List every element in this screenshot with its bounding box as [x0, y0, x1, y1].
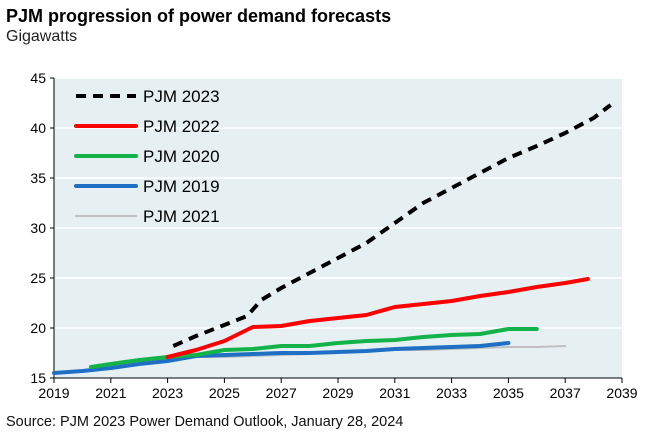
- x-tick-label: 2037: [550, 385, 581, 401]
- series-line-pjm-2023: [172, 103, 612, 348]
- y-tick-label: 40: [30, 120, 46, 136]
- legend-label: PJM 2022: [143, 117, 220, 136]
- x-tick-label: 2033: [436, 385, 467, 401]
- y-tick-label: 30: [30, 220, 46, 236]
- x-tick-label: 2031: [379, 385, 410, 401]
- chart-subtitle: Gigawatts: [6, 28, 78, 45]
- y-tick-label: 45: [30, 70, 46, 86]
- y-tick-label: 35: [30, 170, 46, 186]
- series-line-pjm-2020: [88, 327, 539, 369]
- series-line-pjm-2022: [165, 277, 590, 359]
- x-tick-label: 2039: [606, 385, 637, 401]
- x-tick-label: 2025: [209, 385, 240, 401]
- x-tick-label: 2019: [38, 385, 69, 401]
- y-tick-label: 15: [30, 370, 46, 386]
- x-tick-label: 2035: [493, 385, 524, 401]
- legend-label: PJM 2019: [143, 177, 220, 196]
- legend-label: PJM 2021: [143, 207, 220, 226]
- x-tick-label: 2027: [266, 385, 297, 401]
- series-line-pjm-2019: [52, 341, 511, 375]
- x-tick-label: 2023: [152, 385, 183, 401]
- y-tick-label: 20: [30, 320, 46, 336]
- x-tick-label: 2021: [95, 385, 126, 401]
- legend-label: PJM 2020: [143, 147, 220, 166]
- y-tick-label: 25: [30, 270, 46, 286]
- chart-title: PJM progression of power demand forecast…: [6, 6, 392, 26]
- source-note: Source: PJM 2023 Power Demand Outlook, J…: [6, 414, 404, 430]
- legend-label: PJM 2023: [143, 87, 220, 106]
- x-tick-label: 2029: [322, 385, 353, 401]
